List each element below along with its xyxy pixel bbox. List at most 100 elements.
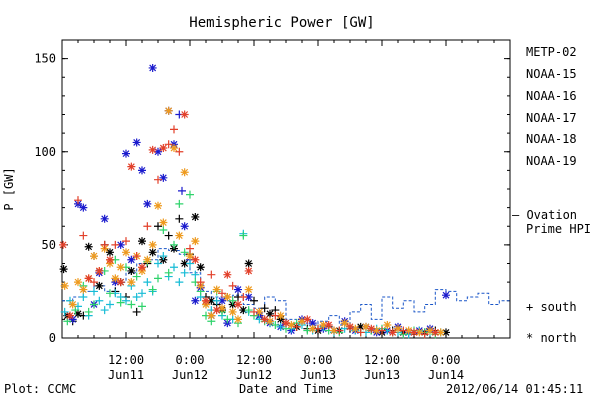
north-point [234, 315, 242, 324]
north-point [143, 255, 152, 264]
north-point [239, 306, 248, 315]
south-point [175, 214, 184, 223]
legend: METP-02 NOAA-15 NOAA-16 NOAA-17 NOAA-18 … [512, 45, 591, 345]
x-tick-label-time: 0:00 [432, 353, 461, 367]
north-point [234, 285, 242, 294]
x-tick-label-time: 12:00 [236, 353, 272, 367]
north-point [84, 242, 93, 251]
south-point [100, 240, 109, 249]
north-point [138, 237, 146, 246]
south-point [164, 268, 173, 277]
north-point [191, 237, 200, 246]
south-point [186, 244, 194, 253]
south-point [154, 259, 162, 268]
north-point [116, 278, 125, 287]
north-point [436, 328, 445, 337]
north-point [340, 319, 349, 328]
north-point [148, 63, 157, 72]
south-point [250, 296, 258, 305]
legend-item-metp02: METP-02 [526, 45, 577, 59]
north-point [127, 255, 136, 264]
south-point [196, 278, 205, 287]
north-point [303, 315, 312, 324]
south-point [175, 199, 184, 208]
south-point [218, 289, 226, 298]
south-point [122, 296, 130, 305]
north-point [442, 291, 450, 300]
north-point [351, 324, 360, 333]
north-point [383, 320, 392, 329]
x-tick-label-date: Jun12 [172, 368, 208, 382]
legend-item-ovation: — Ovation [512, 208, 577, 222]
south-point [90, 300, 98, 309]
legend-item-noaa17: NOAA-17 [526, 111, 577, 125]
south-point [356, 328, 365, 337]
x-axis: 12:00Jun110:00Jun1212:00Jun120:00Jun1312… [61, 40, 511, 382]
south-point [207, 270, 216, 279]
south-point [244, 306, 253, 315]
x-tick-label-time: 12:00 [108, 353, 144, 367]
legend-item-ovation-sub: Prime HPI [526, 222, 591, 236]
north-point [59, 265, 68, 274]
north-point [122, 248, 130, 257]
north-point [122, 149, 130, 158]
south-point [154, 274, 162, 283]
series-noaa-18 [60, 106, 445, 337]
north-point [367, 324, 376, 333]
south-point [106, 289, 114, 298]
south-point [314, 324, 322, 333]
x-tick-label-time: 0:00 [304, 353, 333, 367]
south-point [143, 278, 152, 287]
north-point [154, 147, 162, 156]
south-point [292, 322, 301, 331]
south-point [74, 196, 82, 205]
south-point [378, 326, 386, 335]
north-point [180, 110, 189, 119]
south-point [138, 289, 146, 298]
north-point [372, 326, 381, 335]
south-point [100, 306, 109, 315]
ovation-prime-series [62, 248, 510, 326]
south-point [170, 125, 178, 134]
north-point [79, 285, 88, 294]
south-point [127, 300, 136, 309]
south-point [223, 315, 232, 324]
legend-item-noaa15: NOAA-15 [526, 67, 577, 81]
north-point [100, 214, 109, 223]
north-point [319, 320, 328, 329]
north-point [346, 322, 354, 331]
north-point [415, 328, 424, 337]
north-point [127, 266, 136, 275]
south-point [111, 240, 120, 249]
south-point [122, 237, 130, 246]
south-point [132, 252, 141, 261]
south-point [159, 225, 168, 234]
north-point [180, 259, 189, 268]
north-point [234, 300, 242, 309]
legend-item-noaa16: NOAA-16 [526, 89, 577, 103]
south-point [154, 175, 162, 184]
south-point [420, 330, 429, 339]
north-point [207, 296, 216, 305]
south-point [79, 293, 88, 302]
north-point [404, 326, 413, 335]
south-point [159, 252, 168, 261]
south-point [164, 231, 173, 240]
north-point [111, 274, 120, 283]
north-point [66, 311, 74, 320]
north-point [298, 317, 306, 326]
north-point [244, 266, 253, 275]
north-point [276, 311, 285, 320]
north-point [148, 145, 157, 154]
legend-south: + south [526, 300, 577, 314]
north-point [116, 240, 125, 249]
north-point [106, 255, 114, 264]
south-point [148, 285, 157, 294]
north-point [442, 328, 450, 337]
south-point [276, 322, 285, 331]
north-point [223, 293, 232, 302]
south-point [90, 287, 98, 296]
south-point [180, 248, 189, 257]
south-point [335, 326, 344, 335]
